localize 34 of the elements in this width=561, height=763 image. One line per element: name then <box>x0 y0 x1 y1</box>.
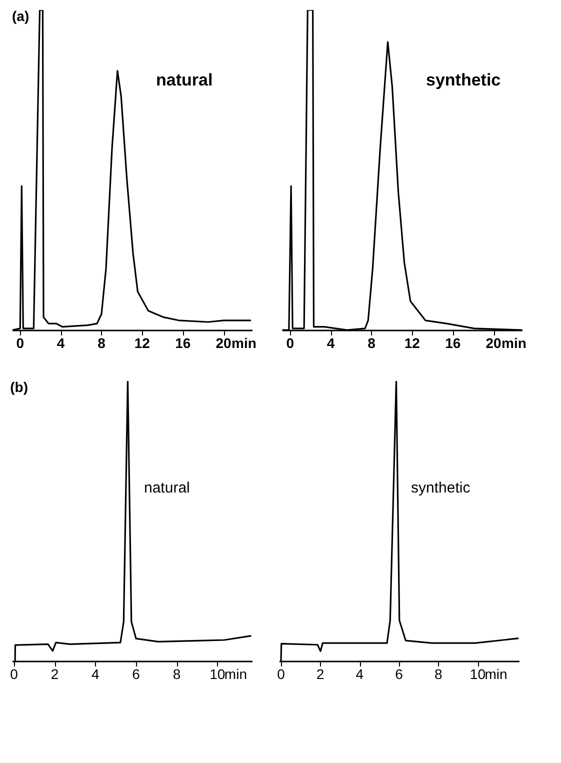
x-axis-title: min <box>484 666 508 682</box>
x-tick-label: 20 <box>486 335 502 351</box>
annotation: natural <box>156 70 213 90</box>
x-axis-title: min <box>502 335 526 351</box>
x-tick-label: 4 <box>356 666 364 682</box>
x-tick-label: 2 <box>316 666 324 682</box>
x-tick-label: 16 <box>175 335 191 351</box>
annotation: synthetic <box>426 70 501 90</box>
x-tick-label: 4 <box>56 335 65 351</box>
x-tick-label: 0 <box>286 335 294 351</box>
x-tick-label: 8 <box>98 335 106 351</box>
x-tick-label: 0 <box>277 666 286 682</box>
x-tick-label: 2 <box>50 666 59 682</box>
x-tick-label: 0 <box>10 666 18 682</box>
x-tick-label: 4 <box>326 335 335 351</box>
x-tick-label: 20 <box>216 335 232 351</box>
x-tick-label: 8 <box>434 666 442 682</box>
x-tick-label: 6 <box>395 666 404 682</box>
x-tick-label: 0 <box>16 335 24 351</box>
x-tick-label: 6 <box>132 666 140 682</box>
x-tick-label: 10 <box>210 666 226 682</box>
chart-title: (b) <box>10 379 28 395</box>
annotation: synthetic <box>411 479 471 496</box>
x-tick-label: 4 <box>91 666 100 682</box>
x-tick-label: 8 <box>172 666 181 682</box>
x-tick-label: 8 <box>368 335 376 351</box>
x-tick-label: 12 <box>404 335 420 351</box>
x-tick-label: 12 <box>134 335 150 351</box>
x-tick-label: 10 <box>470 666 486 682</box>
x-tick-label: 16 <box>445 335 461 351</box>
chart-title: (a) <box>12 8 30 24</box>
x-axis-title: min <box>224 666 247 682</box>
x-axis-title: min <box>232 335 256 351</box>
annotation: natural <box>144 479 190 496</box>
